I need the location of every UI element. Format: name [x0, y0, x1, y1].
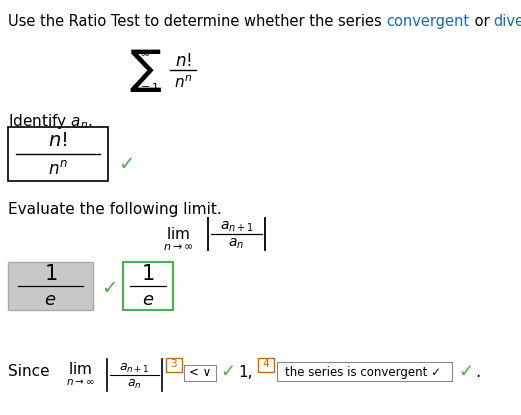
Text: $n \rightarrow \infty$: $n \rightarrow \infty$ — [163, 242, 193, 252]
Text: 4: 4 — [262, 359, 269, 369]
Text: $n = 1$: $n = 1$ — [131, 81, 159, 93]
Text: $1$: $1$ — [44, 264, 57, 284]
Text: $n^n$: $n^n$ — [48, 160, 68, 178]
Text: $a_n$: $a_n$ — [229, 237, 244, 251]
FancyBboxPatch shape — [166, 357, 181, 371]
Text: ✓: ✓ — [118, 156, 134, 174]
FancyBboxPatch shape — [277, 362, 452, 381]
Text: $\lim$: $\lim$ — [68, 361, 92, 377]
Text: Evaluate the following limit.: Evaluate the following limit. — [8, 202, 222, 217]
Text: $n!$: $n!$ — [48, 132, 68, 151]
Text: Use the Ratio Test to determine whether the series: Use the Ratio Test to determine whether … — [8, 14, 387, 29]
Text: $n!$: $n!$ — [175, 52, 191, 70]
Text: divergent: divergent — [494, 14, 521, 29]
Text: $\sum$: $\sum$ — [129, 46, 162, 93]
FancyBboxPatch shape — [8, 127, 108, 181]
Text: the series is convergent ✓: the series is convergent ✓ — [285, 366, 441, 378]
Text: Identify $a_n$.: Identify $a_n$. — [8, 112, 93, 131]
Text: $n \rightarrow \infty$: $n \rightarrow \infty$ — [66, 377, 94, 387]
Text: ✓: ✓ — [101, 278, 117, 298]
Text: < ∨: < ∨ — [189, 366, 211, 378]
Text: ✓: ✓ — [458, 363, 473, 381]
Text: or: or — [469, 14, 494, 29]
Text: $\infty$: $\infty$ — [140, 46, 151, 59]
FancyBboxPatch shape — [123, 262, 173, 310]
FancyBboxPatch shape — [8, 262, 93, 310]
Text: $e$: $e$ — [44, 291, 57, 309]
Text: convergent: convergent — [387, 14, 469, 29]
Text: ✓: ✓ — [220, 363, 235, 381]
Text: 1,: 1, — [238, 364, 253, 379]
Text: $a_{n+1}$: $a_{n+1}$ — [219, 220, 253, 234]
Text: .: . — [475, 363, 480, 381]
FancyBboxPatch shape — [257, 357, 274, 371]
FancyBboxPatch shape — [184, 365, 216, 381]
Text: $\lim$: $\lim$ — [166, 226, 190, 242]
Text: $n^n$: $n^n$ — [174, 75, 192, 91]
Text: $a_n$: $a_n$ — [127, 378, 142, 391]
Text: $1$: $1$ — [141, 264, 155, 284]
Text: 3: 3 — [170, 359, 177, 369]
Text: $e$: $e$ — [142, 291, 154, 309]
Text: Since: Since — [8, 364, 49, 378]
Text: $a_{n+1}$: $a_{n+1}$ — [119, 361, 150, 375]
